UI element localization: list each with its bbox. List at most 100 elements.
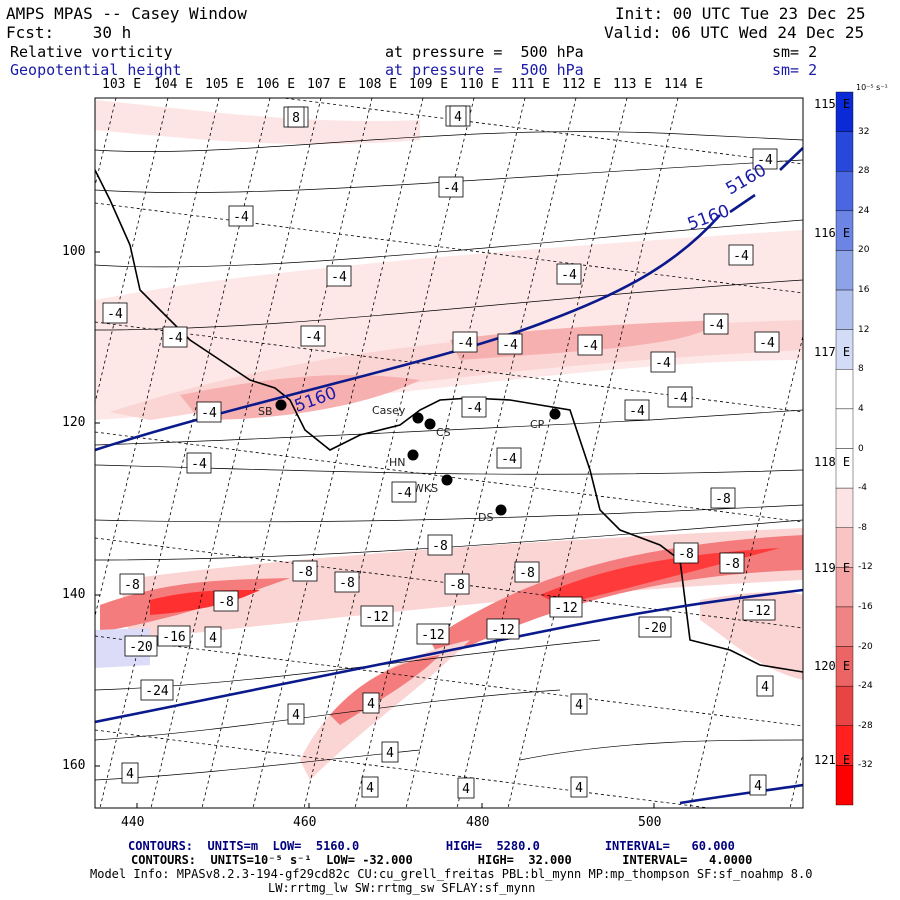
meridian-line xyxy=(150,98,322,808)
contour-label: -12 xyxy=(747,604,770,619)
contour-label-box xyxy=(140,679,174,701)
y-tick-label: 120 xyxy=(62,415,86,430)
contour-label: -8 xyxy=(432,539,448,554)
colorbar-swatch xyxy=(835,131,854,172)
footer-vorticity-contours: CONTOURS: UNITS=10⁻⁵ s⁻¹ LOW= -32.000 HI… xyxy=(131,853,753,867)
contour-label-box xyxy=(361,776,379,798)
contour-label-box xyxy=(228,205,254,227)
contour-label-box xyxy=(650,351,676,373)
colorbar-swatch xyxy=(835,685,854,726)
contour-label: 4 xyxy=(761,680,769,695)
colorbar-label: -12 xyxy=(858,562,873,573)
contour-label: 4 xyxy=(754,779,762,794)
colorbar-label: -4 xyxy=(858,483,867,494)
contour-label-box xyxy=(577,334,603,356)
colorbar-swatch xyxy=(835,250,854,291)
colorbar-label: 20 xyxy=(858,245,870,256)
colorbar-label: -24 xyxy=(858,681,873,692)
top-longitude-label: 111 E xyxy=(511,77,551,92)
meridian-line xyxy=(456,98,628,808)
colorbar-label: 12 xyxy=(858,324,870,335)
contour-label-box xyxy=(196,401,222,423)
contour-label-box xyxy=(381,741,399,763)
contour-label-box xyxy=(710,487,736,509)
meridian-line xyxy=(689,334,803,808)
field1-name: Relative vorticity xyxy=(10,43,173,61)
latitude-line xyxy=(95,729,712,808)
right-longitude-label: 121 E xyxy=(814,753,851,767)
contour-label-box xyxy=(186,452,212,474)
contour-label: -8 xyxy=(297,565,313,580)
x-tick-label: 440 xyxy=(121,815,145,830)
meridian-line xyxy=(95,98,169,405)
latitude-line xyxy=(95,635,803,727)
contour-label-box xyxy=(157,625,191,647)
y-tick-label: 160 xyxy=(62,758,86,773)
contour-label-box xyxy=(638,616,672,638)
top-longitude-label: 109 E xyxy=(409,77,449,92)
footer-model-info: Model Info: MPASv8.2.3-194-gf29cd82c CU:… xyxy=(90,867,813,881)
colorbar-label: -16 xyxy=(858,601,873,612)
station-label: CP xyxy=(530,418,545,431)
station-label: SB xyxy=(258,405,273,418)
right-longitude-label: 118 E xyxy=(814,455,851,469)
x-tick-label: 460 xyxy=(293,815,317,830)
contour-label-box xyxy=(124,635,158,657)
contour-label: 8 xyxy=(292,111,300,126)
colorbar-swatch xyxy=(835,606,854,647)
contour-label-box xyxy=(119,573,145,595)
field2-name: Geopotential height xyxy=(10,61,182,79)
contour-label-box xyxy=(667,386,693,408)
field2-smoothing: sm= 2 xyxy=(772,61,818,79)
station-label: Casey xyxy=(372,404,406,417)
contour-label: -4 xyxy=(466,401,482,416)
contour-label: -8 xyxy=(124,578,140,593)
contour-label: 4 xyxy=(366,781,374,796)
station-dot xyxy=(412,412,424,424)
contour-label-box xyxy=(749,774,767,796)
station-dot xyxy=(275,399,287,411)
contour-label-box xyxy=(742,599,776,621)
valid-time: Valid: 06 UTC Wed 24 Dec 25 xyxy=(604,23,865,42)
contour-label-box xyxy=(514,561,540,583)
station-dot xyxy=(495,504,507,516)
contour-label-box xyxy=(213,590,239,612)
contour-label: -4 xyxy=(733,249,749,264)
contour-label: -4 xyxy=(672,391,688,406)
contour-label: -4 xyxy=(443,181,459,196)
field1-smoothing: sm= 2 xyxy=(772,43,818,61)
footer-physics-info: LW:rrtmg_lw SW:rrtmg_sw SFLAY:sf_mynn xyxy=(268,881,536,895)
colorbar-swatch xyxy=(835,369,854,410)
axis-ticks xyxy=(95,251,655,808)
contour-label-box xyxy=(497,333,523,355)
contour-label-box xyxy=(334,571,360,593)
contour-label-box xyxy=(570,776,588,798)
contour-label: 4 xyxy=(367,697,375,712)
contour-label-box xyxy=(121,762,139,784)
contour-label: -4 xyxy=(582,339,598,354)
colorbar-swatch xyxy=(835,765,854,806)
colorbar-label: 32 xyxy=(858,126,870,137)
colorbar-unit: 10⁻⁵ s⁻¹ xyxy=(856,83,888,92)
contour-label: -24 xyxy=(145,684,169,699)
contour-label-box xyxy=(756,675,774,697)
station-label: WKS xyxy=(413,482,438,495)
contour-label: 4 xyxy=(454,110,462,125)
contour-label-box xyxy=(287,703,305,725)
contour-label-box xyxy=(204,626,222,648)
contour-label: -4 xyxy=(191,457,207,472)
contour-label-box xyxy=(457,777,475,799)
contour-label-box xyxy=(754,331,780,353)
contour-label-box xyxy=(461,396,487,418)
contour-label-box xyxy=(292,560,318,582)
forecast-hour: Fcst: 30 h xyxy=(6,23,132,42)
colorbar-swatch xyxy=(835,408,854,449)
contour-label: 4 xyxy=(462,782,470,797)
contour-label: 4 xyxy=(292,708,300,723)
contour-label: -8 xyxy=(449,578,465,593)
field2-level: at pressure = 500 hPa xyxy=(385,61,584,79)
contour-label-box xyxy=(556,263,582,285)
colorbar-label: -20 xyxy=(858,641,873,652)
contour-label: -12 xyxy=(491,623,514,638)
